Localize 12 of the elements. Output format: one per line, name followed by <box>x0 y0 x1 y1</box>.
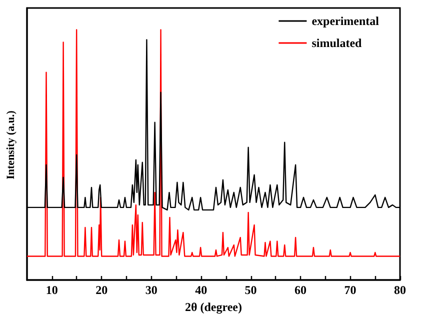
x-tick-label: 30 <box>145 283 158 297</box>
x-tick-label: 10 <box>46 283 58 297</box>
x-tick-label: 50 <box>244 283 257 297</box>
x-axis-title: 2θ (degree) <box>184 300 242 314</box>
x-tick-label: 60 <box>294 283 307 297</box>
x-tick-label: 80 <box>394 283 406 297</box>
x-tick-label: 40 <box>195 283 208 297</box>
legend-label: experimental <box>312 14 380 28</box>
x-tick-label: 70 <box>344 283 356 297</box>
y-axis-title: Intensity (a.u.) <box>5 110 17 180</box>
x-tick-label: 20 <box>96 283 108 297</box>
legend-label: simulated <box>312 36 362 50</box>
